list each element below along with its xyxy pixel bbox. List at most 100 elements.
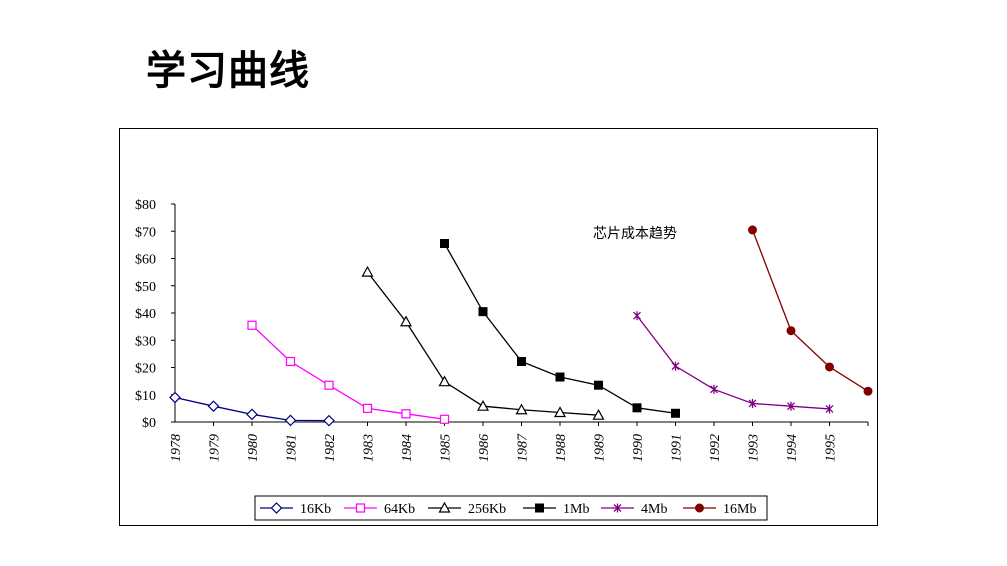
x-tick-label: 1995 [824, 434, 839, 462]
series-line-1mb [443, 243, 676, 414]
data-point-1mb [671, 408, 680, 418]
legend-marker [438, 501, 451, 513]
chart-frame: $0 $10 $20 $30 $40 $50 $60 $70 $80 1978 1979 1980 1… [119, 128, 878, 526]
series-line-256kb [366, 271, 599, 416]
data-point-1mb [440, 239, 449, 249]
data-point-1mb [517, 357, 526, 367]
chart-axes [174, 204, 868, 423]
data-point-4mb [787, 401, 795, 411]
data-point-1mb [632, 403, 642, 413]
legend-label: 16Kb [300, 502, 331, 517]
legend-marker [355, 503, 366, 513]
x-axis-ticks: 1978 1979 1980 1981 1982 1983 1984 1985 1986 1987… [169, 422, 869, 462]
legend-label: 1Mb [563, 502, 589, 517]
y-tick-label: $10 [135, 389, 156, 404]
y-tick-label: $20 [135, 362, 156, 377]
data-point-256kb [399, 315, 413, 327]
x-tick-label: 1994 [785, 434, 800, 462]
y-tick-label: $60 [135, 253, 156, 268]
data-point-1mb [555, 372, 565, 382]
data-point-16kb [169, 391, 181, 404]
y-tick-label: $30 [135, 334, 156, 349]
legend-marker [695, 503, 704, 513]
series-64kb [247, 320, 450, 424]
data-point-16mb [748, 225, 757, 235]
data-point-256kb [515, 403, 528, 415]
x-tick-label: 1982 [323, 434, 338, 462]
chart-legend: 16Kb 64Kb 256Kb 1Mb 4Mb 16Mb [254, 495, 768, 521]
chart-annotation: 芯片成本趋势 [593, 226, 677, 242]
legend-label: 256Kb [468, 502, 506, 517]
x-tick-label: 1986 [477, 434, 492, 462]
legend-label: 4Mb [641, 502, 667, 517]
series-16kb [169, 391, 335, 427]
data-point-64kb [362, 403, 373, 413]
data-point-256kb [553, 406, 567, 418]
legend-entry-16kb: 16Kb [260, 502, 331, 517]
data-point-16kb [246, 408, 258, 421]
data-point-16mb [786, 326, 796, 336]
x-tick-label: 1983 [362, 434, 377, 462]
series-line-64kb [251, 324, 445, 420]
y-tick-label: $40 [135, 307, 156, 322]
chart-series [169, 225, 873, 427]
y-tick-label: $70 [135, 225, 156, 240]
series-line-4mb [636, 315, 830, 410]
data-point-16kb [207, 400, 220, 413]
x-tick-label: 1992 [708, 434, 723, 462]
y-tick-label: $0 [142, 416, 156, 431]
x-tick-label: 1984 [400, 434, 415, 462]
data-point-64kb [324, 380, 334, 390]
legend-marker [613, 503, 622, 513]
y-tick-label: $80 [135, 198, 156, 213]
legend-entry-16mb: 16Mb [683, 502, 756, 517]
legend-label: 16Mb [723, 502, 756, 517]
data-point-64kb [285, 356, 296, 367]
data-point-16mb [825, 362, 834, 372]
x-tick-label: 1993 [747, 434, 762, 462]
legend-entry-64kb: 64Kb [344, 502, 415, 517]
x-tick-label: 1987 [516, 433, 531, 462]
data-point-256kb [592, 408, 605, 420]
legend-entry-256kb: 256Kb [428, 501, 506, 517]
y-axis-ticks: $0 $10 $20 $30 $40 $50 $60 $70 $80 [135, 198, 175, 431]
legend-marker [535, 503, 544, 513]
data-point-64kb [439, 414, 450, 424]
series-1mb [440, 239, 680, 418]
page-title: 学习曲线 [146, 48, 310, 94]
data-point-16kb [284, 414, 297, 427]
x-tick-label: 1988 [554, 434, 569, 462]
x-tick-label: 1989 [593, 434, 608, 462]
data-point-4mb [633, 311, 641, 321]
data-point-64kb [401, 409, 411, 419]
legend-entry-1mb: 1Mb [523, 502, 589, 517]
data-point-1mb [478, 307, 488, 317]
x-tick-label: 1990 [631, 434, 646, 462]
series-16mb [748, 225, 873, 396]
data-point-16kb [323, 414, 335, 427]
data-point-4mb [671, 361, 680, 371]
data-point-256kb [361, 265, 374, 277]
data-point-64kb [247, 320, 257, 330]
series-4mb [633, 311, 834, 414]
data-point-256kb [438, 375, 451, 387]
series-line-16mb [751, 229, 869, 392]
x-tick-label: 1978 [169, 434, 184, 462]
legend-entry-4mb: 4Mb [601, 502, 667, 517]
legend-marker [270, 502, 283, 514]
chip-cost-line-chart: $0$10$20$30$40$50$60$70$80 1978 1979 1980 1… [135, 198, 873, 521]
series-256kb [361, 265, 605, 420]
x-tick-label: 1985 [439, 434, 454, 462]
data-point-4mb [710, 384, 718, 394]
data-point-16mb [863, 386, 873, 396]
x-tick-label: 1981 [285, 434, 300, 462]
legend-label: 64Kb [384, 502, 415, 517]
x-tick-label: 1980 [246, 434, 261, 462]
data-point-256kb [476, 399, 490, 411]
x-tick-label: 1991 [670, 434, 685, 462]
data-point-1mb [594, 380, 603, 390]
x-tick-label: 1979 [208, 434, 223, 462]
data-point-4mb [748, 398, 757, 408]
legend-box [254, 495, 768, 521]
data-point-4mb [825, 404, 834, 414]
